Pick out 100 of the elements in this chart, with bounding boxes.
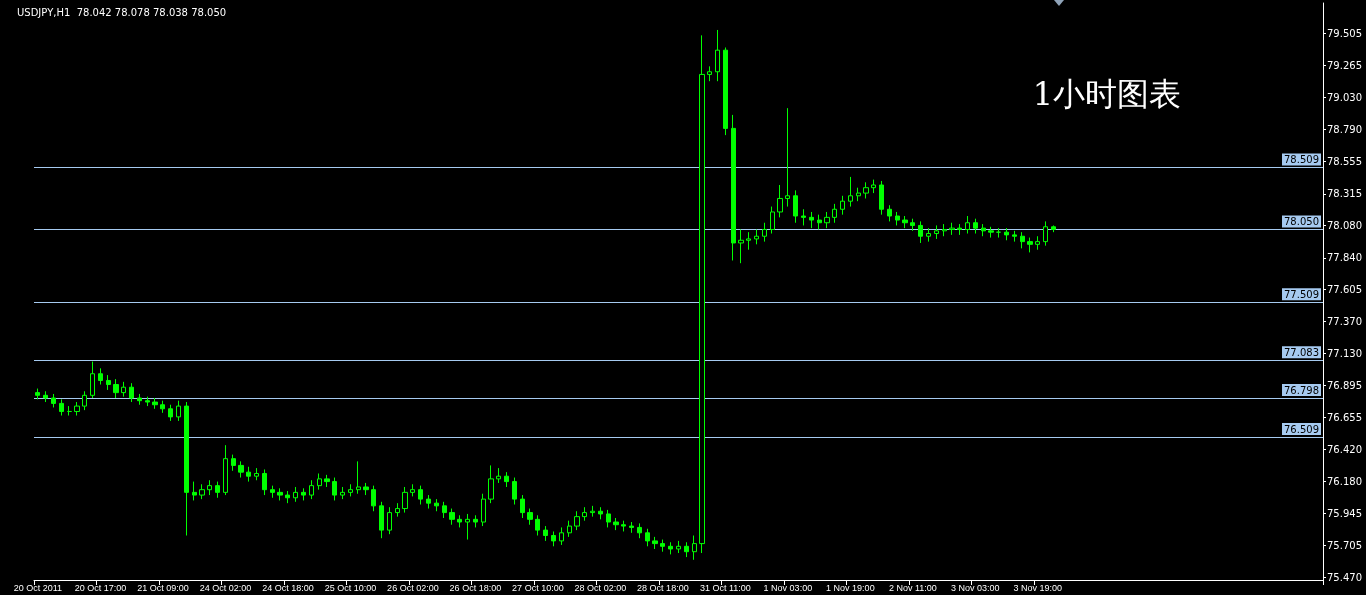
y-tick-label: 76.180 bbox=[1327, 476, 1362, 488]
x-tick-label: 28 Oct 18:00 bbox=[637, 582, 689, 593]
candlestick bbox=[223, 444, 228, 496]
ref-line-label: 76.798 bbox=[1284, 384, 1319, 396]
candlestick bbox=[949, 222, 955, 236]
candlestick bbox=[738, 228, 744, 264]
candlestick bbox=[559, 526, 564, 546]
chart-title: USDJPY,H1 78.042 78.078 78.038 78.050 bbox=[17, 6, 227, 18]
candlestick bbox=[574, 510, 580, 531]
y-tick-label: 76.420 bbox=[1327, 443, 1362, 455]
candlestick bbox=[113, 378, 119, 399]
candlestick bbox=[863, 181, 869, 199]
candlestick bbox=[473, 514, 478, 528]
candlestick bbox=[840, 195, 845, 216]
candlestick bbox=[926, 227, 931, 243]
candlestick bbox=[356, 460, 361, 495]
y-tick-label: 77.840 bbox=[1327, 252, 1362, 264]
candlestick bbox=[277, 487, 283, 501]
candlestick bbox=[762, 222, 767, 243]
candlestick bbox=[465, 513, 470, 541]
candlestick bbox=[754, 228, 759, 245]
candlestick bbox=[567, 520, 572, 538]
candlestick bbox=[676, 540, 681, 554]
candlestick bbox=[629, 521, 634, 534]
candlestick bbox=[879, 180, 884, 216]
candlestick bbox=[262, 468, 267, 496]
candlestick bbox=[981, 223, 986, 237]
candlestick bbox=[293, 486, 298, 503]
candlestick bbox=[613, 517, 619, 531]
candlestick bbox=[988, 226, 994, 239]
candlestick bbox=[692, 535, 697, 561]
y-tick-label: 78.790 bbox=[1327, 124, 1362, 136]
candlestick bbox=[809, 211, 814, 229]
candlestick bbox=[902, 215, 908, 229]
candlestick bbox=[137, 393, 142, 406]
candlestick bbox=[129, 382, 134, 403]
candlestick bbox=[520, 494, 525, 519]
candlestick bbox=[340, 486, 345, 500]
y-tick-label: 75.945 bbox=[1327, 507, 1362, 519]
candlestick bbox=[512, 477, 517, 505]
candlestick bbox=[1027, 237, 1033, 253]
x-tick-label: 20 Oct 2011 bbox=[13, 582, 63, 593]
candlestick bbox=[106, 374, 111, 391]
x-tick-label: 26 Oct 02:00 bbox=[387, 582, 439, 593]
candlestick bbox=[348, 483, 353, 497]
candlestick bbox=[1020, 231, 1025, 249]
x-tick-label: 1 Nov 19:00 bbox=[826, 582, 875, 593]
candlestick bbox=[371, 485, 376, 512]
candlestick bbox=[684, 541, 689, 558]
y-tick-label: 77.130 bbox=[1327, 348, 1362, 360]
x-tick-label: 31 Oct 11:00 bbox=[699, 582, 751, 593]
candlestick bbox=[82, 390, 87, 411]
x-tick-label: 24 Oct 18:00 bbox=[262, 582, 314, 593]
y-tick-label: 75.470 bbox=[1327, 571, 1362, 583]
candlestick bbox=[270, 485, 275, 499]
candlestick bbox=[723, 46, 728, 136]
y-tick-label: 76.895 bbox=[1327, 379, 1362, 391]
candlestick bbox=[168, 404, 173, 422]
candlestick bbox=[176, 400, 181, 422]
candlestick bbox=[504, 471, 509, 488]
candlestick bbox=[637, 522, 642, 539]
ref-line-label: 78.050 bbox=[1284, 215, 1319, 227]
candlestick bbox=[199, 483, 205, 500]
candlestick bbox=[598, 506, 603, 520]
candlestick bbox=[418, 485, 423, 505]
candlestick bbox=[1051, 224, 1056, 233]
candlestick bbox=[301, 487, 306, 501]
candlestick bbox=[660, 539, 665, 553]
candlestick bbox=[379, 501, 384, 539]
candlestick bbox=[160, 400, 165, 414]
x-tick-label: 3 Nov 19:00 bbox=[1013, 582, 1063, 593]
candlestick bbox=[192, 481, 197, 501]
candlestick bbox=[832, 203, 837, 224]
candlestick bbox=[777, 184, 783, 218]
candlestick bbox=[606, 509, 611, 528]
y-tick-label: 78.080 bbox=[1327, 219, 1362, 231]
candlestick bbox=[387, 506, 392, 535]
candlestick bbox=[1043, 220, 1048, 247]
y-tick-label: 79.265 bbox=[1327, 60, 1362, 72]
candlestick bbox=[43, 390, 48, 403]
x-tick-label: 24 Oct 02:00 bbox=[199, 582, 252, 593]
candlestick bbox=[98, 367, 103, 386]
candlestick bbox=[90, 361, 95, 399]
x-tick-label: 27 Oct 10:00 bbox=[512, 582, 564, 593]
candlestick bbox=[887, 204, 892, 222]
candlestick bbox=[457, 514, 462, 528]
candlestick bbox=[285, 490, 290, 504]
x-tick-label: 28 Oct 02:00 bbox=[574, 582, 627, 593]
candlestick bbox=[238, 460, 244, 479]
candlestick bbox=[254, 467, 259, 481]
candlestick bbox=[668, 541, 673, 555]
y-tick-label: 79.030 bbox=[1327, 91, 1362, 103]
ref-line-label: 76.509 bbox=[1284, 423, 1319, 435]
candlestick bbox=[215, 481, 220, 499]
ref-line-label: 78.509 bbox=[1284, 153, 1319, 165]
y-tick-label: 78.315 bbox=[1327, 188, 1362, 200]
candlestick bbox=[59, 398, 64, 417]
candlestick bbox=[942, 223, 947, 237]
ref-line-label: 77.083 bbox=[1284, 346, 1319, 358]
candlestick bbox=[527, 508, 533, 526]
